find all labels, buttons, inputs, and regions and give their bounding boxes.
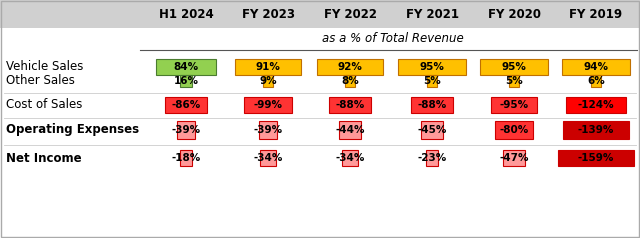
Bar: [177, 121, 195, 139]
Bar: [345, 75, 355, 87]
Bar: [180, 75, 192, 87]
Bar: [566, 97, 626, 113]
Text: -124%: -124%: [578, 100, 614, 110]
Text: 92%: 92%: [337, 62, 362, 72]
Bar: [421, 121, 443, 139]
Text: -45%: -45%: [417, 125, 447, 135]
Text: -95%: -95%: [499, 100, 529, 110]
Text: -44%: -44%: [335, 125, 365, 135]
Text: -159%: -159%: [578, 153, 614, 163]
Bar: [329, 97, 371, 113]
Text: FY 2022: FY 2022: [323, 8, 376, 20]
Text: Operating Expenses: Operating Expenses: [6, 124, 139, 137]
Text: -80%: -80%: [499, 125, 529, 135]
Bar: [562, 59, 630, 75]
Bar: [427, 75, 437, 87]
Bar: [166, 97, 207, 113]
Text: FY 2019: FY 2019: [570, 8, 623, 20]
Text: 16%: 16%: [173, 76, 198, 86]
Bar: [259, 121, 277, 139]
Text: FY 2020: FY 2020: [488, 8, 541, 20]
Bar: [411, 97, 453, 113]
Text: FY 2023: FY 2023: [241, 8, 294, 20]
Text: 94%: 94%: [584, 62, 609, 72]
Text: Cost of Sales: Cost of Sales: [6, 99, 83, 111]
Bar: [495, 121, 533, 139]
Text: -88%: -88%: [335, 100, 365, 110]
Text: H1 2024: H1 2024: [159, 8, 213, 20]
Text: 91%: 91%: [255, 62, 280, 72]
Text: -23%: -23%: [417, 153, 447, 163]
Bar: [591, 75, 601, 87]
Bar: [180, 150, 192, 166]
Bar: [558, 150, 634, 166]
Bar: [156, 59, 216, 75]
Text: 5%: 5%: [423, 76, 441, 86]
Bar: [260, 150, 276, 166]
Bar: [317, 59, 383, 75]
Text: -86%: -86%: [172, 100, 200, 110]
Text: Net Income: Net Income: [6, 152, 82, 164]
Bar: [509, 75, 519, 87]
Text: -99%: -99%: [253, 100, 282, 110]
Bar: [236, 59, 301, 75]
Text: 6%: 6%: [587, 76, 605, 86]
Text: 9%: 9%: [259, 76, 277, 86]
Text: FY 2021: FY 2021: [406, 8, 458, 20]
Text: Vehicle Sales: Vehicle Sales: [6, 60, 83, 74]
Bar: [0, 0, 640, 28]
Text: 5%: 5%: [505, 76, 523, 86]
Text: 84%: 84%: [173, 62, 198, 72]
Bar: [339, 121, 360, 139]
Bar: [342, 150, 358, 166]
Bar: [492, 97, 537, 113]
Text: -18%: -18%: [172, 153, 200, 163]
Text: -34%: -34%: [253, 153, 283, 163]
Text: -139%: -139%: [578, 125, 614, 135]
Bar: [426, 150, 438, 166]
Text: 8%: 8%: [341, 76, 359, 86]
Text: -39%: -39%: [253, 125, 283, 135]
Text: -34%: -34%: [335, 153, 365, 163]
Bar: [563, 121, 629, 139]
Text: -88%: -88%: [417, 100, 447, 110]
Text: -47%: -47%: [499, 153, 529, 163]
Text: -39%: -39%: [172, 125, 200, 135]
Text: as a % of Total Revenue: as a % of Total Revenue: [322, 33, 463, 45]
Bar: [398, 59, 466, 75]
Bar: [263, 75, 273, 87]
Text: 95%: 95%: [420, 62, 444, 72]
Bar: [480, 59, 548, 75]
Text: 95%: 95%: [502, 62, 527, 72]
Text: Other Sales: Other Sales: [6, 74, 75, 88]
Bar: [244, 97, 292, 113]
Bar: [503, 150, 525, 166]
